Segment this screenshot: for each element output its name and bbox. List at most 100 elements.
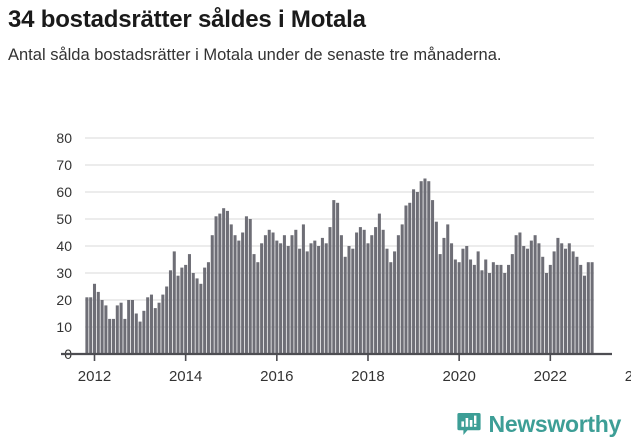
- bar: [457, 262, 461, 354]
- y-axis-tick-label: 70: [56, 157, 72, 173]
- bar: [301, 224, 305, 354]
- bar: [507, 264, 511, 354]
- y-axis-tick-label: 20: [56, 292, 72, 308]
- x-axis-tick-label: 2020: [442, 368, 475, 385]
- bar: [161, 294, 165, 354]
- bar: [336, 202, 340, 354]
- bar: [510, 254, 514, 354]
- bar: [366, 243, 370, 354]
- bar: [320, 237, 324, 354]
- bar: [480, 270, 484, 354]
- bar: [533, 235, 537, 354]
- bar: [332, 200, 336, 354]
- bar: [313, 240, 317, 354]
- bar: [237, 240, 241, 354]
- bar: [127, 300, 131, 354]
- bar: [100, 300, 104, 354]
- bar: [556, 237, 560, 354]
- bar: [305, 251, 309, 354]
- bar: [142, 310, 146, 354]
- x-axis-tick-label: 2018: [351, 368, 384, 385]
- bar: [123, 318, 127, 354]
- brand-footer: Newsworthy: [456, 411, 621, 437]
- bar: [358, 227, 362, 354]
- bar: [374, 227, 378, 354]
- bar: [370, 235, 374, 354]
- bar: [381, 229, 385, 354]
- bar: [453, 259, 457, 354]
- bar: [529, 240, 533, 354]
- bar: [203, 267, 207, 354]
- bar: [545, 273, 549, 354]
- bar: [324, 243, 328, 354]
- chart-page: 34 bostadsrätter såldes i Motala Antal s…: [0, 6, 631, 445]
- bar: [461, 248, 465, 354]
- bar: [96, 291, 100, 354]
- bar: [412, 189, 416, 354]
- bar: [472, 264, 476, 354]
- bar: [571, 251, 575, 354]
- bar: [548, 264, 552, 354]
- bar: [586, 262, 590, 354]
- bar: [484, 259, 488, 354]
- bar: [446, 224, 450, 354]
- bar: [282, 235, 286, 354]
- y-axis-tick-label: 30: [56, 265, 72, 281]
- bar: [427, 181, 431, 354]
- bar: [229, 224, 233, 354]
- bar: [271, 232, 275, 354]
- bar: [187, 254, 191, 354]
- y-axis-tick-label: 80: [56, 130, 72, 146]
- bar: [214, 216, 218, 354]
- bar: [419, 181, 423, 354]
- bar: [377, 213, 381, 354]
- bar: [351, 248, 355, 354]
- bar: [294, 229, 298, 354]
- bar: [343, 256, 347, 354]
- y-axis-tick-label: 40: [56, 238, 72, 254]
- bar: [104, 305, 108, 354]
- bar: [241, 232, 245, 354]
- bar: [537, 243, 541, 354]
- bar: [206, 262, 210, 354]
- bar: [256, 262, 260, 354]
- bar: [431, 200, 435, 354]
- bar: [393, 251, 397, 354]
- bar: [157, 302, 161, 354]
- bar: [146, 297, 150, 354]
- bar: [503, 273, 507, 354]
- bar: [111, 318, 116, 354]
- bar: [85, 297, 89, 354]
- bar: [423, 178, 427, 354]
- chart-subtitle: Antal sålda bostadsrätter i Motala under…: [8, 45, 502, 64]
- y-axis-tick-label: 10: [56, 319, 72, 335]
- bar: [263, 235, 267, 354]
- bar: [415, 192, 419, 354]
- bar: [267, 229, 271, 354]
- bar: [491, 262, 495, 354]
- bar: [404, 205, 408, 354]
- bar: [400, 224, 404, 354]
- bar: [279, 243, 283, 354]
- bar: [495, 264, 499, 354]
- bar: [260, 243, 264, 354]
- bar: [339, 235, 343, 354]
- bar: [552, 251, 556, 354]
- bar: [488, 273, 492, 354]
- bar: [309, 243, 313, 354]
- x-axis-tick-label: 2024: [625, 368, 631, 385]
- bar: [434, 221, 438, 354]
- bar: [396, 235, 400, 354]
- bar: [195, 278, 199, 354]
- bar: [168, 270, 172, 354]
- bar: [172, 251, 176, 354]
- bar-chart: 0102030405060708020122014201620182020202…: [56, 130, 631, 385]
- bar: [347, 246, 351, 354]
- bar: [541, 256, 545, 354]
- bar: [92, 283, 97, 354]
- bar: [362, 229, 366, 354]
- bar: [526, 248, 530, 354]
- bar: [130, 300, 134, 354]
- bar: [119, 302, 123, 354]
- x-axis-tick-label: 2022: [534, 368, 567, 385]
